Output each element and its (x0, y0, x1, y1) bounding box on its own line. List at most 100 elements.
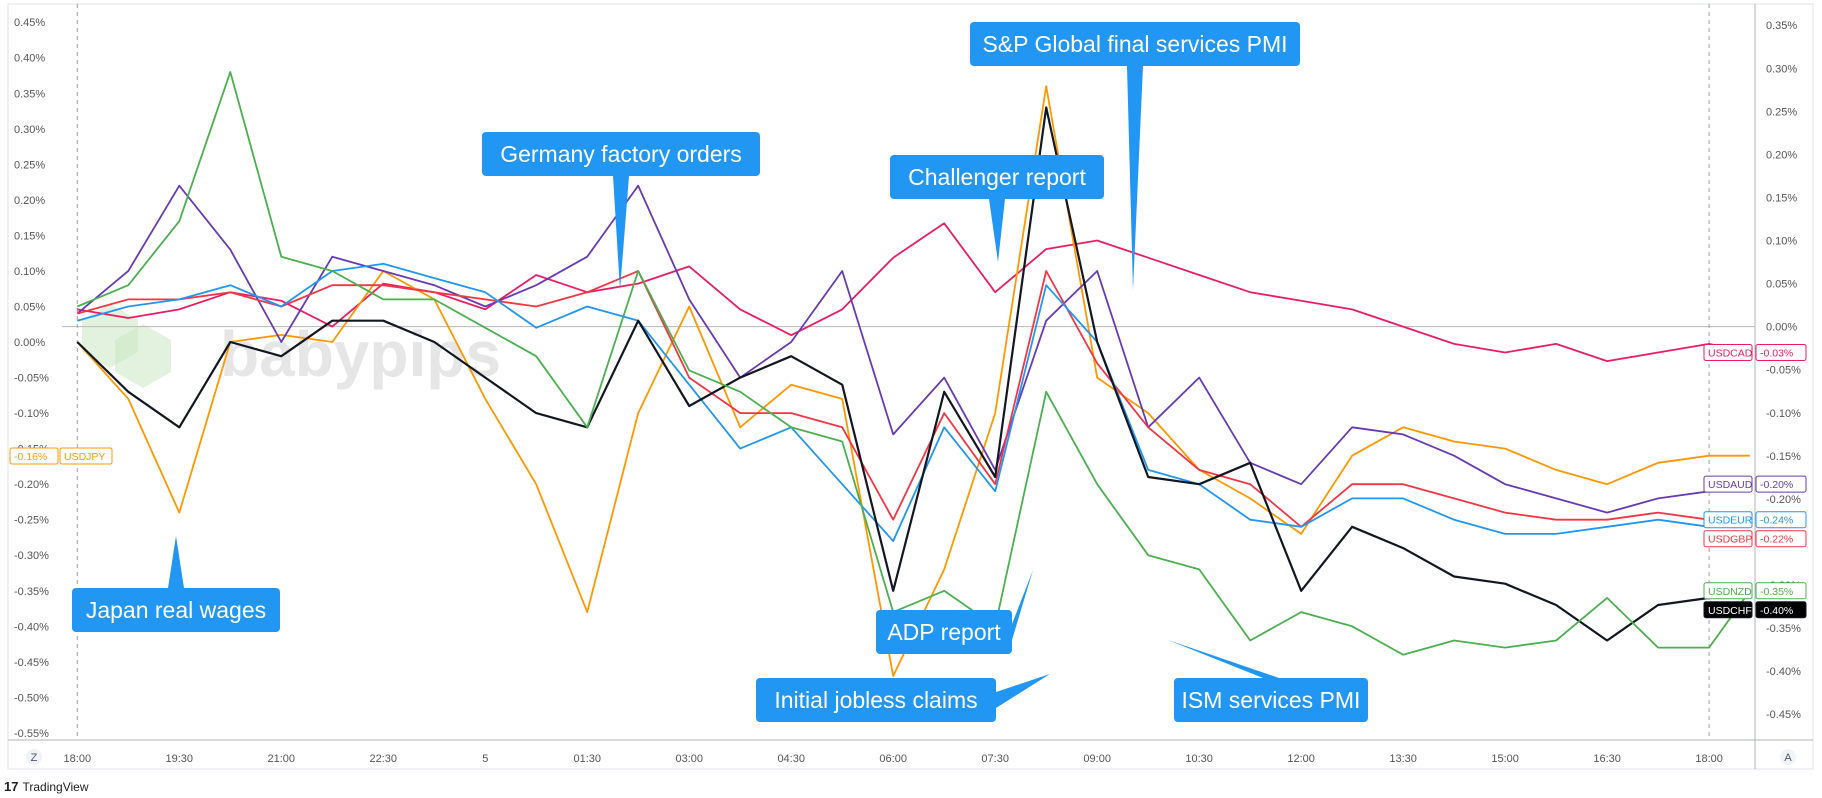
series-name-label: USDCAD (1708, 347, 1753, 359)
right-tick-label: 0.25% (1766, 106, 1797, 118)
right-tick-label: 0.20% (1766, 149, 1797, 161)
series-value-tag (1755, 530, 1807, 548)
right-tick-label: 0.35% (1766, 20, 1797, 32)
right-tick-label: -0.20% (1766, 494, 1801, 506)
left-tick-label: 0.00% (14, 337, 45, 349)
series-value-tag (1755, 582, 1807, 600)
right-tick-label: 0.05% (1766, 279, 1797, 291)
callout: Japan real wages (72, 536, 280, 632)
callout: Germany factory orders (482, 132, 760, 290)
brand[interactable]: 17 TradingView (4, 779, 89, 794)
callout-pointer (1127, 66, 1143, 290)
series-name-tag (1703, 582, 1753, 600)
callout-label: S&P Global final services PMI (982, 31, 1287, 57)
series-line-usdaud[interactable] (76, 184, 1751, 514)
usdjpy-name-label: USDJPY (64, 451, 105, 463)
x-tick-label: 18:00 (1695, 753, 1723, 765)
callout-label: Japan real wages (86, 597, 266, 623)
right-tick-label: -0.45% (1766, 709, 1801, 721)
left-tick-label: -0.10% (14, 408, 49, 420)
x-tick-label: 21:00 (268, 753, 296, 765)
callout-pointer (996, 674, 1050, 708)
series-value-label: -0.03% (1760, 347, 1793, 359)
x-tick-label: 22:30 (369, 753, 397, 765)
right-tick-label: -0.05% (1766, 365, 1801, 377)
series-value-label: -0.40% (1760, 605, 1793, 617)
left-tick-label: 0.40% (14, 53, 45, 65)
x-tick-label: 10:30 (1185, 753, 1213, 765)
callout-label: Germany factory orders (500, 141, 742, 167)
callout: Initial jobless claims (756, 674, 1050, 722)
x-tick-label: 03:00 (675, 753, 703, 765)
corner-left[interactable]: Z (26, 749, 42, 765)
series-line-usdnzd[interactable] (76, 71, 1751, 656)
right-tick-label: 0.15% (1766, 192, 1797, 204)
callout-box (970, 22, 1300, 66)
right-tick-label: -0.10% (1766, 408, 1801, 420)
series-name-label: USDEUR (1708, 515, 1753, 527)
callout: ISM services PMI (1168, 640, 1368, 722)
left-tick-label: -0.50% (14, 692, 49, 704)
corner-right[interactable]: A (1780, 749, 1796, 765)
usdjpy-value-tag (9, 447, 59, 465)
series-value-label: -0.24% (1760, 515, 1793, 527)
series-name-tag (1703, 475, 1753, 493)
left-tick-label: 0.05% (14, 301, 45, 313)
callout-label: Challenger report (908, 164, 1086, 190)
callout-pointer (989, 199, 1005, 262)
x-tick-label: 18:00 (64, 753, 92, 765)
left-tick-label: 0.35% (14, 88, 45, 100)
left-tick-label: 0.45% (14, 17, 45, 29)
x-tick-label: 19:30 (166, 753, 194, 765)
right-tick-label: -0.40% (1766, 666, 1801, 678)
brand-name: TradingView (22, 779, 89, 794)
left-tick-label: -0.55% (14, 728, 49, 740)
series-line-usdchf[interactable] (76, 106, 1750, 642)
callout: Challenger report (890, 155, 1104, 262)
x-tick-label: 09:00 (1083, 753, 1111, 765)
series-name-label: USDNZD (1708, 586, 1752, 598)
series-value-tag (1755, 511, 1807, 529)
callout-box (890, 155, 1104, 199)
series-name-label: USDAUD (1708, 479, 1753, 491)
x-tick-label: 15:00 (1491, 753, 1519, 765)
series-value-tag (1755, 343, 1807, 361)
series-name-tag (1703, 343, 1753, 361)
right-tick-label: -0.15% (1766, 451, 1801, 463)
left-tick-label: -0.45% (14, 657, 49, 669)
callout-box (756, 678, 996, 722)
right-tick-label: 0.30% (1766, 63, 1797, 75)
callout-label: ISM services PMI (1182, 687, 1361, 713)
left-tick-label: -0.20% (14, 479, 49, 491)
series-name-tag (1703, 530, 1753, 548)
usdjpy-name-tag (59, 447, 113, 465)
x-tick-label: 07:30 (981, 753, 1009, 765)
right-tick-label: -0.35% (1766, 623, 1801, 635)
callout-box (72, 588, 280, 632)
left-tick-label: 0.10% (14, 266, 45, 278)
left-tick-label: 0.20% (14, 195, 45, 207)
callout: ADP report (876, 570, 1033, 654)
left-tick-label: 0.25% (14, 159, 45, 171)
callout-box (876, 610, 1012, 654)
callout-pointer (613, 176, 629, 290)
usdjpy-value-label: -0.16% (14, 451, 47, 463)
callout-box (1174, 678, 1368, 722)
left-tick-label: -0.05% (14, 373, 49, 385)
series-line-usdeur[interactable] (77, 262, 1751, 542)
left-tick-label: -0.40% (14, 621, 49, 633)
left-tick-label: -0.30% (14, 550, 49, 562)
tradingview-logo: 17 (4, 779, 19, 794)
series-value-label: -0.20% (1760, 479, 1793, 491)
series-name-label: USDCHF (1708, 605, 1752, 617)
series-value-label: -0.22% (1760, 534, 1793, 546)
watermark: babypips (82, 304, 501, 390)
callout-label: Initial jobless claims (774, 687, 977, 713)
callout-label: ADP report (887, 619, 1001, 645)
x-tick-label: 13:30 (1389, 753, 1417, 765)
series-name-label: USDGBP (1708, 534, 1752, 546)
svg-text:A: A (1784, 752, 1792, 764)
svg-text:Z: Z (31, 752, 38, 764)
series-value-label: -0.35% (1760, 586, 1793, 598)
